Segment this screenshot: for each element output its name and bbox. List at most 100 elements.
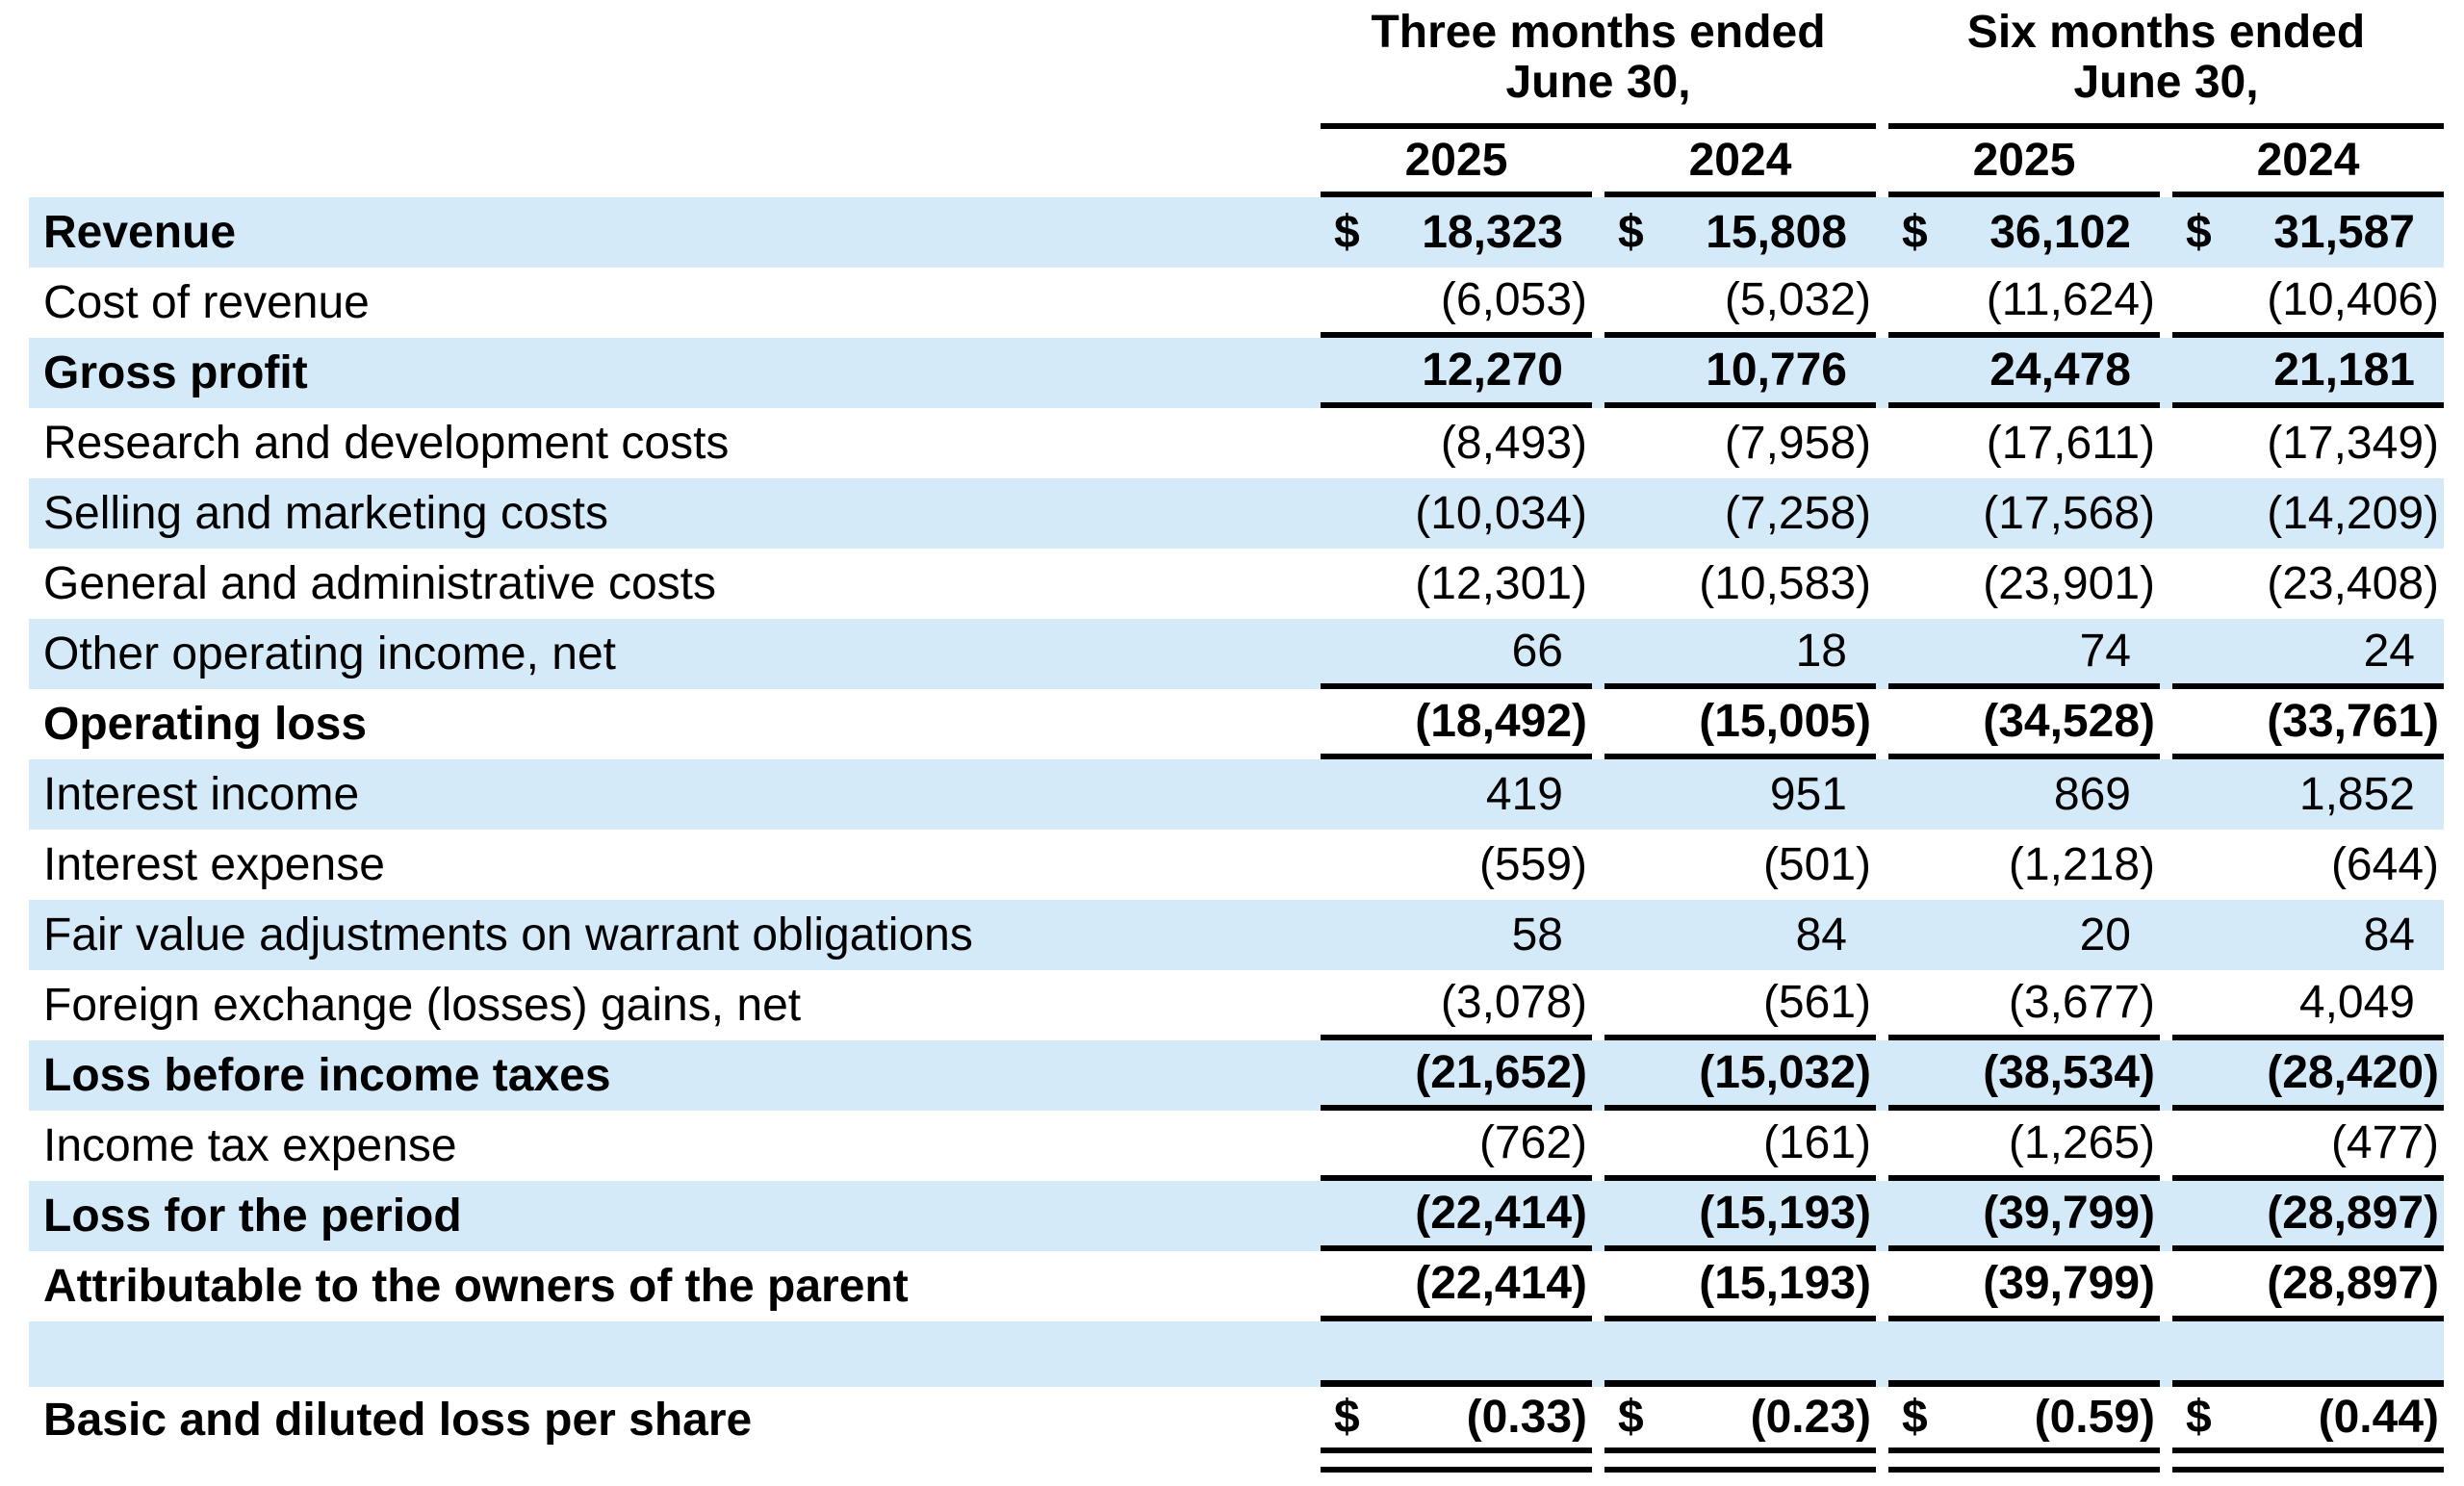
table-row: Other operating income, net 66 18 74 24 [29, 619, 2444, 689]
cell-value: 18 [1795, 626, 1847, 677]
cell-value: (34,528) [1983, 696, 2155, 747]
cell-value: 36,102 [1989, 207, 2131, 258]
value-cell: (28,420) [2172, 1040, 2444, 1111]
value-cell: (39,799) [1888, 1181, 2160, 1251]
table-row: Research and development costs (8,493) (7,… [29, 408, 2444, 478]
value-cell: 951 [1604, 759, 1876, 830]
period-group-header-row: Three months ended June 30, Six months e… [29, 0, 2464, 129]
cell-value: 84 [2363, 910, 2415, 961]
cell-value: 66 [1511, 626, 1563, 677]
cell-value: (161) [1762, 1117, 1871, 1168]
row-label: Gross profit [43, 347, 308, 398]
cell-value: (15,032) [1699, 1047, 1871, 1098]
value-cell [2172, 1321, 2444, 1387]
cell-value: 4,049 [2298, 977, 2415, 1028]
value-cell: 58 [1321, 900, 1592, 970]
cell-value: 1,852 [2298, 769, 2415, 820]
cell-value: (23,408) [2267, 558, 2439, 609]
cell-value: (39,799) [1983, 1258, 2155, 1309]
value-cell: (561) [1604, 970, 1876, 1040]
value-cell: 4,049 [2172, 970, 2444, 1040]
cell-value: (14,209) [2267, 488, 2439, 539]
cell-value: (3,677) [2008, 977, 2155, 1028]
cell-value: (39,799) [1983, 1188, 2155, 1239]
six-months-group-header: Six months ended June 30, [1888, 0, 2444, 129]
value-cell: 84 [2172, 900, 2444, 970]
value-cell: (28,897) [2172, 1181, 2444, 1251]
value-cell: 24,478 [1888, 338, 2160, 408]
row-label: Cost of revenue [43, 277, 370, 328]
row-label: Loss before income taxes [43, 1050, 611, 1101]
value-cell: (28,897) [2172, 1251, 2444, 1321]
cell-value: (1,265) [2008, 1117, 2155, 1168]
table-row: Income tax expense (762) (161) (1,265) (477) [29, 1111, 2444, 1181]
row-label: Income tax expense [43, 1120, 457, 1171]
cell-value: (17,611) [1986, 418, 2155, 469]
value-cell [1604, 1321, 1876, 1387]
value-cell: (10,406) [2172, 268, 2444, 338]
cell-value: (0.33) [1466, 1392, 1587, 1443]
three-months-group-header: Three months ended June 30, [1321, 0, 1876, 129]
table-row: Revenue $18,323 $15,808 $36,102 $31,587 [29, 197, 2444, 268]
table-row: Fair value adjustments on warrant obliga… [29, 900, 2444, 970]
year-column-header: 2024 [1604, 129, 1876, 197]
group-title-line1: Three months ended [1371, 7, 1826, 58]
cell-value: 74 [2079, 626, 2131, 677]
cell-value: (38,534) [1983, 1047, 2155, 1098]
cell-value: (644) [2330, 839, 2439, 890]
value-cell: (33,761) [2172, 689, 2444, 759]
cell-value: 419 [1485, 769, 1563, 820]
currency-symbol: $ [2186, 207, 2212, 258]
value-cell: (477) [2172, 1111, 2444, 1181]
value-cell: (15,005) [1604, 689, 1876, 759]
cell-value: 84 [1795, 910, 1847, 961]
cell-value: (477) [2330, 1117, 2439, 1168]
value-cell [1888, 1321, 2160, 1387]
value-cell: (7,958) [1604, 408, 1876, 478]
currency-symbol: $ [1618, 207, 1644, 258]
row-label: Foreign exchange (losses) gains, net [43, 980, 802, 1031]
cell-value: 58 [1511, 910, 1563, 961]
currency-symbol: $ [1618, 1392, 1644, 1443]
cell-value: (22,414) [1415, 1188, 1587, 1239]
cell-value: (10,034) [1415, 488, 1587, 539]
value-cell: (15,032) [1604, 1040, 1876, 1111]
value-cell: (644) [2172, 830, 2444, 900]
cell-value: (1,218) [2008, 839, 2155, 890]
cell-value: (33,761) [2267, 696, 2439, 747]
double-underlined-value: $ (0.23) [1604, 1387, 1876, 1453]
cell-value: 18,323 [1422, 207, 1563, 258]
cell-value: 20 [2079, 910, 2131, 961]
row-label: Interest expense [43, 839, 385, 890]
value-cell: (21,652) [1321, 1040, 1592, 1111]
cell-value: (15,193) [1699, 1188, 1871, 1239]
cell-value: (10,583) [1699, 558, 1871, 609]
cell-value: (6,053) [1440, 274, 1587, 325]
row-label: Attributable to the owners of the parent [43, 1261, 909, 1312]
value-cell: (14,209) [2172, 478, 2444, 549]
value-cell: $ (0.44) [2172, 1387, 2444, 1473]
value-cell: $15,808 [1604, 197, 1876, 268]
row-label: Research and development costs [43, 418, 730, 469]
row-label [29, 1321, 1308, 1387]
row-label: Revenue [43, 207, 237, 258]
cell-value: (561) [1762, 977, 1871, 1028]
cell-value: (7,958) [1724, 418, 1871, 469]
value-cell: (17,568) [1888, 478, 2160, 549]
table-row: Basic and diluted loss per share $ (0.33) $… [29, 1387, 2444, 1473]
table-row: General and administrative costs (12,301)… [29, 549, 2444, 619]
table-row: Gross profit 12,270 10,776 24,478 21,181 [29, 338, 2444, 408]
value-cell: (762) [1321, 1111, 1592, 1181]
value-cell: (3,677) [1888, 970, 2160, 1040]
row-label: Loss for the period [43, 1191, 462, 1242]
value-cell: (12,301) [1321, 549, 1592, 619]
value-cell: 66 [1321, 619, 1592, 689]
row-label: General and administrative costs [43, 558, 716, 609]
cell-value: (8,493) [1440, 418, 1587, 469]
cell-value: 21,181 [2273, 345, 2415, 396]
cell-value: (12,301) [1415, 558, 1587, 609]
value-cell: 21,181 [2172, 338, 2444, 408]
value-cell: (39,799) [1888, 1251, 2160, 1321]
value-cell: (17,349) [2172, 408, 2444, 478]
